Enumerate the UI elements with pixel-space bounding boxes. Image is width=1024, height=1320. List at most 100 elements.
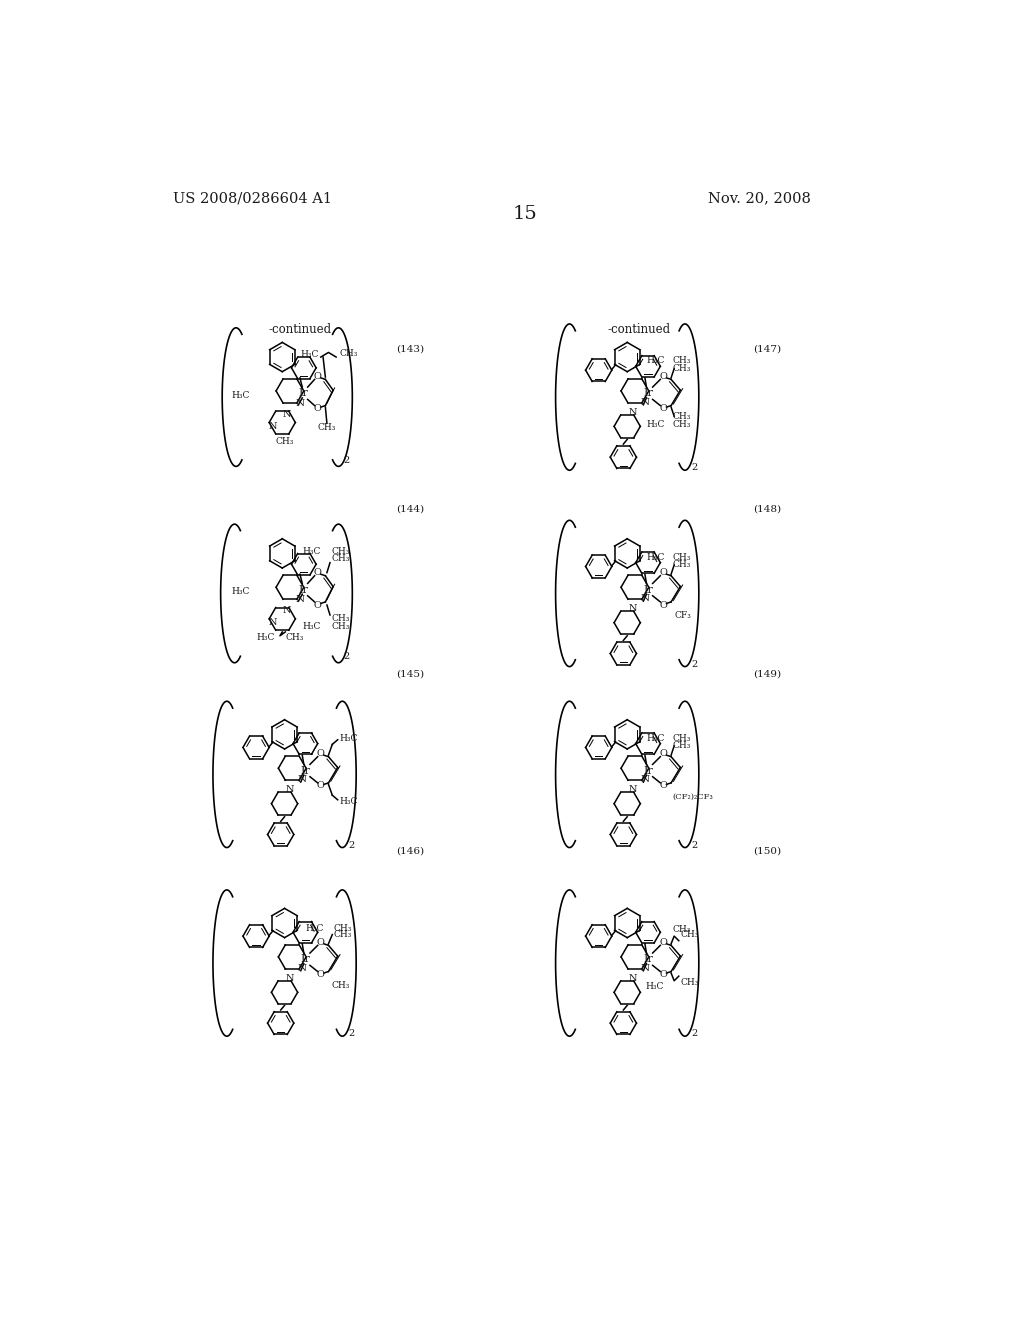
Text: N: N bbox=[629, 785, 637, 795]
Text: CH₃: CH₃ bbox=[673, 925, 691, 935]
Text: N: N bbox=[286, 785, 294, 795]
Text: 2: 2 bbox=[691, 660, 697, 669]
Text: (145): (145) bbox=[396, 669, 424, 678]
Text: -continued: -continued bbox=[268, 323, 332, 335]
Text: (147): (147) bbox=[753, 345, 781, 354]
Text: (146): (146) bbox=[396, 847, 424, 855]
Text: (148): (148) bbox=[753, 504, 781, 513]
Text: O: O bbox=[316, 937, 325, 946]
Text: CH₃: CH₃ bbox=[673, 420, 691, 429]
Text: O: O bbox=[659, 568, 668, 577]
Text: Ir: Ir bbox=[643, 585, 653, 594]
Text: H₃C: H₃C bbox=[339, 797, 357, 805]
Text: H₃C: H₃C bbox=[301, 350, 319, 359]
Text: CH₃: CH₃ bbox=[332, 546, 350, 556]
Text: CH₃: CH₃ bbox=[673, 412, 691, 421]
Text: (149): (149) bbox=[753, 669, 781, 678]
Text: Ir: Ir bbox=[300, 954, 310, 964]
Text: 2: 2 bbox=[348, 1030, 354, 1039]
Text: -continued: -continued bbox=[607, 323, 671, 335]
Text: O: O bbox=[659, 750, 668, 758]
Text: N: N bbox=[298, 775, 307, 784]
Text: 2: 2 bbox=[691, 1030, 697, 1039]
Text: N: N bbox=[640, 594, 649, 603]
Text: Ir: Ir bbox=[643, 954, 653, 964]
Text: 2: 2 bbox=[344, 455, 350, 465]
Text: CH₃: CH₃ bbox=[286, 632, 304, 642]
Text: CH₃: CH₃ bbox=[673, 553, 691, 562]
Text: N: N bbox=[283, 409, 291, 418]
Text: CH₃: CH₃ bbox=[339, 350, 357, 359]
Text: CH₃: CH₃ bbox=[317, 424, 336, 433]
Text: O: O bbox=[313, 601, 322, 610]
Text: N: N bbox=[629, 408, 637, 417]
Text: O: O bbox=[313, 568, 322, 577]
Text: 2: 2 bbox=[691, 841, 697, 850]
Text: N: N bbox=[268, 618, 278, 627]
Text: Ir: Ir bbox=[643, 388, 653, 399]
Text: H₃C: H₃C bbox=[646, 356, 665, 366]
Text: N: N bbox=[640, 775, 649, 784]
Text: (144): (144) bbox=[396, 504, 424, 513]
Text: O: O bbox=[316, 750, 325, 758]
Text: H₃C: H₃C bbox=[645, 982, 664, 991]
Text: 2: 2 bbox=[348, 841, 354, 850]
Text: O: O bbox=[659, 372, 668, 380]
Text: N: N bbox=[286, 974, 294, 983]
Text: H₃C: H₃C bbox=[256, 632, 274, 642]
Text: H₃C: H₃C bbox=[231, 587, 250, 597]
Text: (150): (150) bbox=[753, 847, 781, 855]
Text: Ir: Ir bbox=[299, 585, 309, 594]
Text: CF₃: CF₃ bbox=[674, 611, 691, 620]
Text: CH₃: CH₃ bbox=[680, 978, 698, 987]
Text: N: N bbox=[295, 399, 304, 408]
Text: N: N bbox=[629, 974, 637, 983]
Text: O: O bbox=[659, 781, 668, 791]
Text: O: O bbox=[313, 404, 322, 413]
Text: CH₃: CH₃ bbox=[673, 561, 691, 569]
Text: (CF₂)₂CF₃: (CF₂)₂CF₃ bbox=[673, 793, 714, 801]
Text: CH₃: CH₃ bbox=[333, 924, 351, 933]
Text: N: N bbox=[295, 595, 304, 605]
Text: N: N bbox=[268, 422, 278, 430]
Text: CH₃: CH₃ bbox=[673, 742, 691, 750]
Text: 15: 15 bbox=[512, 205, 538, 223]
Text: O: O bbox=[659, 601, 668, 610]
Text: 2: 2 bbox=[691, 463, 697, 473]
Text: CH₃: CH₃ bbox=[673, 734, 691, 743]
Text: N: N bbox=[640, 964, 649, 973]
Text: N: N bbox=[298, 964, 307, 973]
Text: (143): (143) bbox=[396, 345, 424, 354]
Text: CH₃: CH₃ bbox=[673, 356, 691, 366]
Text: O: O bbox=[659, 404, 668, 413]
Text: US 2008/0286604 A1: US 2008/0286604 A1 bbox=[173, 191, 332, 206]
Text: N: N bbox=[283, 606, 291, 615]
Text: O: O bbox=[316, 781, 325, 791]
Text: CH₃: CH₃ bbox=[332, 622, 350, 631]
Text: H₃C: H₃C bbox=[302, 546, 321, 556]
Text: CH₃: CH₃ bbox=[275, 437, 294, 446]
Text: 2: 2 bbox=[344, 652, 350, 661]
Text: H₃C: H₃C bbox=[231, 391, 250, 400]
Text: CH₃: CH₃ bbox=[332, 614, 350, 623]
Text: H₃C: H₃C bbox=[646, 420, 665, 429]
Text: CH₃: CH₃ bbox=[673, 364, 691, 374]
Text: CH₃: CH₃ bbox=[333, 931, 351, 939]
Text: Nov. 20, 2008: Nov. 20, 2008 bbox=[708, 191, 811, 206]
Text: O: O bbox=[659, 970, 668, 979]
Text: H₃C: H₃C bbox=[302, 622, 321, 631]
Text: N: N bbox=[640, 399, 649, 407]
Text: Ir: Ir bbox=[643, 766, 653, 776]
Text: Ir: Ir bbox=[300, 766, 310, 776]
Text: O: O bbox=[313, 372, 322, 380]
Text: Ir: Ir bbox=[299, 388, 309, 399]
Text: H₃C: H₃C bbox=[646, 734, 665, 743]
Text: CH₃: CH₃ bbox=[332, 981, 350, 990]
Text: N: N bbox=[629, 605, 637, 614]
Text: CH₃: CH₃ bbox=[680, 931, 698, 939]
Text: H₃C: H₃C bbox=[305, 924, 324, 933]
Text: H₃C: H₃C bbox=[646, 553, 665, 562]
Text: CH₃: CH₃ bbox=[332, 554, 350, 564]
Text: O: O bbox=[659, 937, 668, 946]
Text: O: O bbox=[316, 970, 325, 979]
